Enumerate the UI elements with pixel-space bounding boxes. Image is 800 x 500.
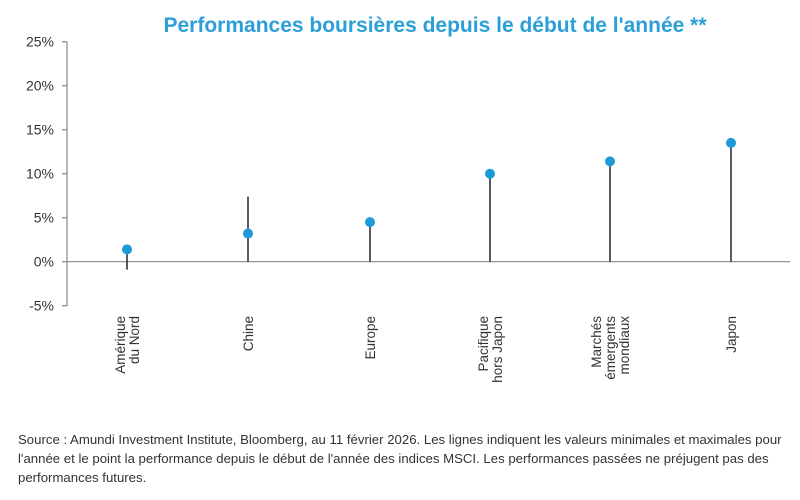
- y-tick-label: 10%: [26, 166, 54, 182]
- y-tick-label: -5%: [29, 298, 54, 314]
- y-tick-label: 0%: [34, 254, 54, 270]
- data-point: [122, 244, 132, 255]
- data-point: [485, 168, 495, 179]
- x-tick-label: hors Japon: [490, 316, 505, 383]
- data-point: [605, 156, 615, 167]
- chart-title: Performances boursières depuis le début …: [163, 14, 707, 37]
- x-tick-label: Japon: [724, 316, 739, 353]
- data-point: [365, 217, 375, 228]
- y-tick-label: 20%: [26, 78, 54, 94]
- x-tick-label: Amérique: [113, 316, 128, 374]
- x-tick-label: mondiaux: [617, 316, 632, 375]
- x-tick-label: Chine: [241, 316, 256, 351]
- y-tick-label: 15%: [26, 122, 54, 138]
- data-point: [243, 228, 253, 239]
- data-point: [726, 137, 736, 148]
- x-tick-label: Marchés: [589, 316, 604, 368]
- x-tick-label: du Nord: [127, 316, 142, 364]
- chart-svg: -5% 0% 5% 10% 15% 20% 25% Amérique du Nord Chine E…: [26, 34, 790, 383]
- y-tick-label: 5%: [34, 210, 54, 226]
- y-tick-label: 25%: [26, 34, 54, 50]
- x-tick-label: Europe: [363, 316, 378, 360]
- source-note: Source : Amundi Investment Institute, Bl…: [18, 432, 782, 485]
- x-tick-label: Pacifique: [476, 316, 491, 372]
- x-tick-label: émergents: [603, 316, 618, 380]
